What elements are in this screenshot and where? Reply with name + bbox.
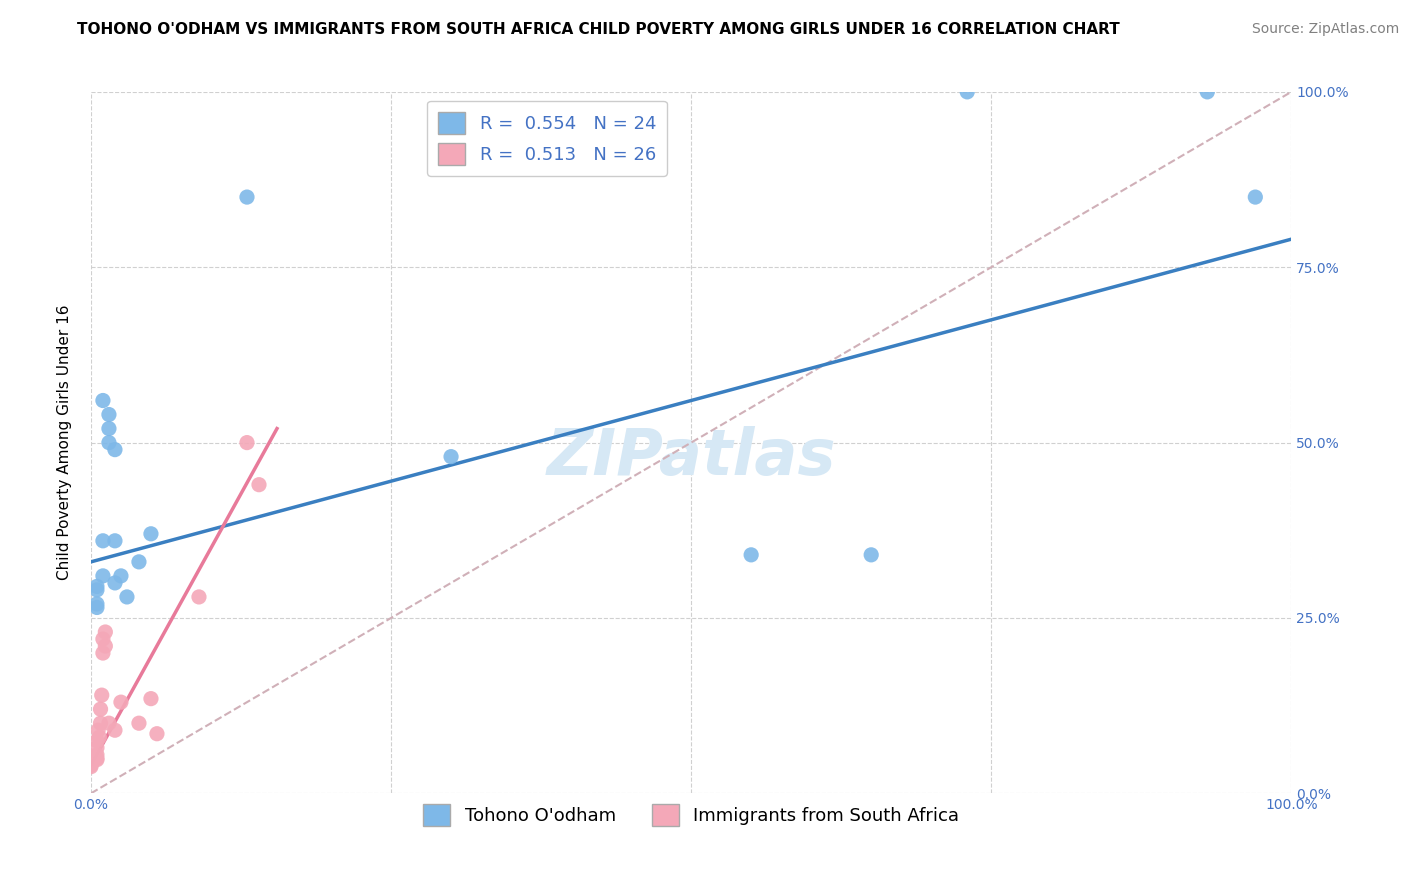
Point — [91, 569, 114, 583]
Point — [86, 582, 108, 597]
Point — [87, 723, 110, 738]
Point — [80, 758, 103, 772]
Point — [86, 747, 108, 762]
Point — [90, 688, 112, 702]
Point — [94, 625, 117, 640]
Point — [1244, 190, 1267, 204]
Point — [94, 639, 117, 653]
Point — [247, 477, 270, 491]
Point — [104, 533, 127, 548]
Point — [86, 740, 108, 755]
Point — [128, 716, 150, 731]
Point — [104, 575, 127, 590]
Y-axis label: Child Poverty Among Girls Under 16: Child Poverty Among Girls Under 16 — [58, 305, 72, 581]
Point — [440, 450, 463, 464]
Text: TOHONO O'ODHAM VS IMMIGRANTS FROM SOUTH AFRICA CHILD POVERTY AMONG GIRLS UNDER 1: TOHONO O'ODHAM VS IMMIGRANTS FROM SOUTH … — [77, 22, 1121, 37]
Point — [236, 435, 259, 450]
Point — [236, 190, 259, 204]
Point — [80, 760, 103, 774]
Point — [110, 569, 132, 583]
Point — [97, 716, 120, 731]
Point — [91, 646, 114, 660]
Point — [110, 695, 132, 709]
Point — [956, 85, 979, 99]
Point — [80, 755, 103, 769]
Point — [104, 723, 127, 738]
Point — [97, 408, 120, 422]
Legend: Tohono O'odham, Immigrants from South Africa: Tohono O'odham, Immigrants from South Af… — [416, 797, 966, 833]
Point — [86, 753, 108, 767]
Point — [146, 727, 169, 741]
Point — [1197, 85, 1219, 99]
Point — [86, 579, 108, 593]
Point — [86, 600, 108, 615]
Text: Source: ZipAtlas.com: Source: ZipAtlas.com — [1251, 22, 1399, 37]
Point — [86, 751, 108, 765]
Point — [91, 533, 114, 548]
Point — [91, 632, 114, 646]
Point — [86, 597, 108, 611]
Point — [104, 442, 127, 457]
Point — [89, 730, 111, 744]
Point — [90, 702, 112, 716]
Point — [188, 590, 211, 604]
Text: ZIPatlas: ZIPatlas — [547, 425, 837, 488]
Point — [860, 548, 883, 562]
Point — [139, 526, 162, 541]
Point — [91, 393, 114, 408]
Point — [740, 548, 762, 562]
Point — [128, 555, 150, 569]
Point — [139, 691, 162, 706]
Point — [97, 421, 120, 435]
Point — [90, 716, 112, 731]
Point — [115, 590, 138, 604]
Point — [97, 435, 120, 450]
Point — [86, 733, 108, 747]
